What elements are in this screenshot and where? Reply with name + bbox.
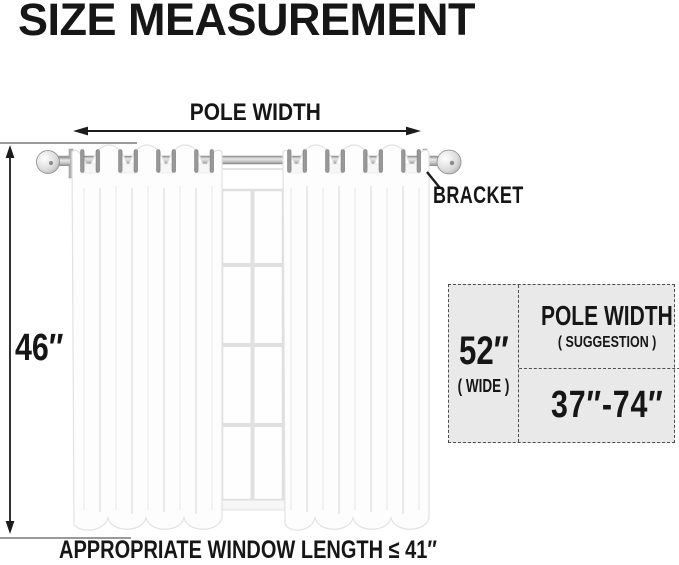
bracket-pointer-line (426, 171, 441, 189)
panel-width-note-text: ( WIDE ) (457, 375, 510, 396)
pole-width-label: POLE WIDTH (155, 99, 355, 127)
right-finial (427, 149, 462, 175)
window (207, 168, 298, 511)
bracket-label: BRACKET (433, 182, 554, 210)
pole-width-title-text: POLE WIDTH (540, 300, 673, 332)
curtain-height-value: 46″ (15, 327, 64, 369)
left-finial (36, 150, 70, 174)
window-length-note-text: APPROPRIATE WINDOW LENGTH ≤ 41″ (59, 536, 437, 564)
page-title: SIZE MEASUREMENT (18, 0, 476, 45)
pole-width-subtitle-text: ( SUGGESTION ) (557, 333, 657, 351)
right-panel-folds (290, 186, 420, 514)
curtain-height-label: 46″ (15, 327, 75, 370)
grommets (80, 149, 421, 174)
panel-width-note: ( WIDE ) (449, 376, 518, 397)
pole-width-label-text: POLE WIDTH (189, 99, 321, 126)
panel-width-cell: 52″ ( WIDE ) (449, 285, 519, 442)
size-info-box: 52″ ( WIDE ) POLE WIDTH ( SUGGESTION ) 3… (448, 284, 679, 443)
pole-width-range-text: 37″-74″ (550, 384, 664, 426)
pole-width-subtitle: ( SUGGESTION ) (544, 334, 670, 352)
panel-width-value: 52″ (452, 331, 516, 371)
pole-width-suggestion-cell: POLE WIDTH ( SUGGESTION ) (519, 285, 679, 369)
bracket-label-text: BRACKET (433, 182, 524, 209)
right-curtain-panel (282, 144, 430, 531)
left-curtain-panel (71, 144, 223, 531)
pole-width-range-cell: 37″-74″ (519, 369, 679, 442)
pole-width-column: POLE WIDTH ( SUGGESTION ) 37″-74″ (519, 285, 679, 442)
panel-width-value-text: 52″ (458, 328, 509, 373)
pole-width-title: POLE WIDTH (519, 300, 679, 332)
pole-width-range: 37″-74″ (537, 384, 678, 427)
left-panel-folds (83, 186, 213, 514)
pole-width-measure-arrow (73, 126, 421, 136)
window-length-note: APPROPRIATE WINDOW LENGTH ≤ 41″ (59, 536, 531, 565)
height-measure-arrow (5, 145, 15, 534)
